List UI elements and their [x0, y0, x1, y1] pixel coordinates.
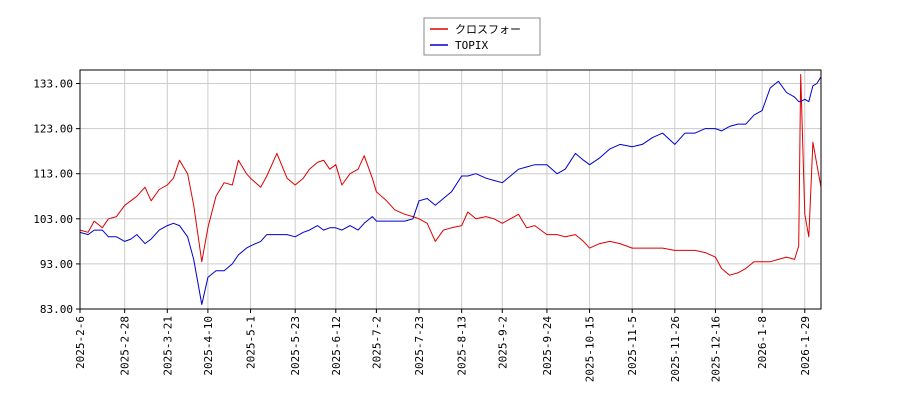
x-tick-label: 2026-1-8 [756, 316, 769, 369]
x-tick-label: 2025-6-12 [330, 316, 343, 376]
legend-label-series-2: TOPIX [455, 39, 488, 52]
series-layer [80, 74, 821, 305]
y-tick-label: 83.00 [40, 303, 73, 316]
x-tick-label: 2025-3-21 [161, 316, 174, 376]
x-tick-label: 2025-5-23 [289, 316, 302, 376]
x-axis: 2025-2-6 2025-2-28 2025-3-21 2025-4-10 2025-… [74, 309, 812, 382]
x-tick-label: 2025-9-2 [496, 316, 509, 369]
legend-label-series-1: クロスフォー [455, 23, 521, 36]
x-tick-label: 2026-1-29 [799, 316, 812, 376]
series-line-2 [80, 76, 821, 305]
x-tick-label: 2025-9-24 [541, 316, 554, 376]
y-tick-label: 93.00 [40, 258, 73, 271]
x-tick-label: 2025-11-26 [669, 316, 682, 382]
grid [79, 70, 821, 310]
x-tick-label: 2025-12-16 [709, 316, 722, 382]
x-tick-label: 2025-7-23 [413, 316, 426, 376]
y-tick-label: 123.00 [33, 123, 73, 136]
y-axis: 83.00 93.00 103.00 113.00 123.00 133.00 [33, 78, 80, 316]
y-tick-label: 133.00 [33, 78, 73, 91]
y-tick-label: 103.00 [33, 213, 73, 226]
legend-box [423, 17, 541, 56]
plot-frame [79, 69, 822, 310]
x-tick-label: 2025-11-5 [626, 316, 639, 376]
x-tick-label: 2025-2-6 [74, 316, 87, 369]
x-tick-label: 2025-2-28 [119, 316, 132, 376]
x-tick-label: 2025-7-2 [370, 316, 383, 369]
x-tick-label: 2025-4-10 [202, 316, 215, 376]
x-tick-label: 2025-8-13 [456, 316, 469, 376]
series-line-1 [80, 74, 821, 276]
x-tick-label: 2025-10-15 [584, 316, 597, 382]
y-tick-label: 113.00 [33, 168, 73, 181]
legend: クロスフォー TOPIX [423, 17, 541, 56]
x-tick-label: 2025-5-1 [245, 316, 258, 369]
